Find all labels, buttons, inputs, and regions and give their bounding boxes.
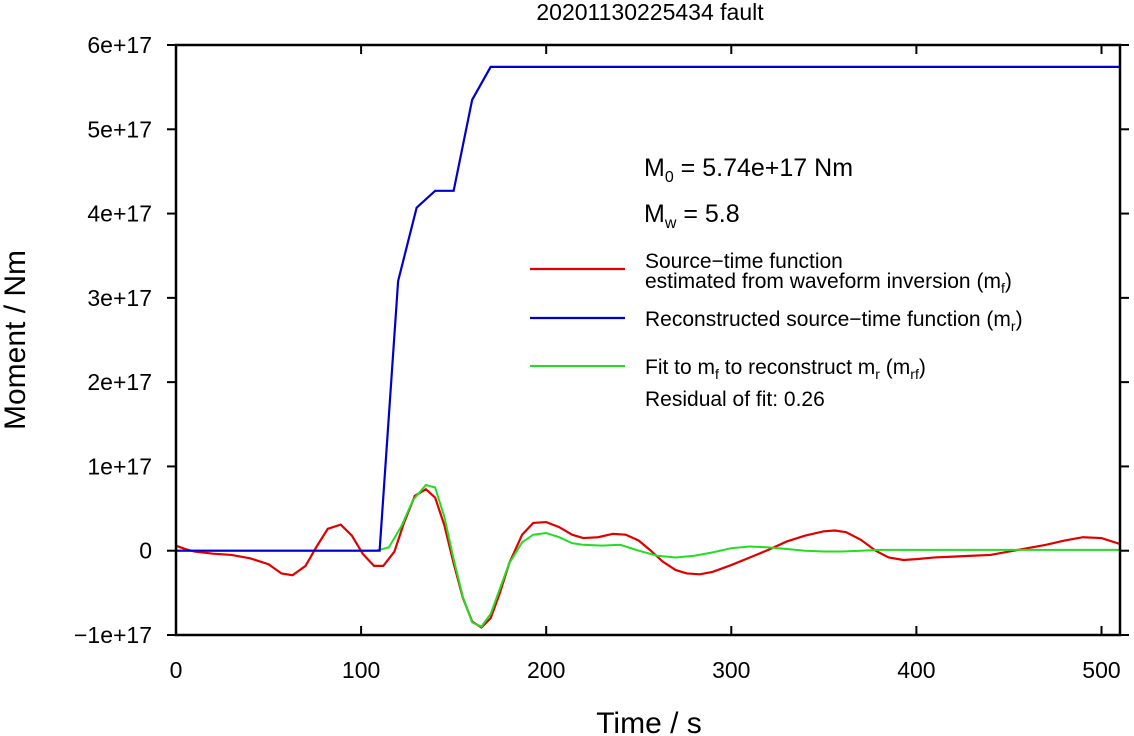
legend-label-source-time-line1: Source−time function bbox=[645, 250, 843, 273]
residual-annotation: Residual of fit: 0.26 bbox=[645, 388, 825, 411]
annotations: M0 = 5.74e+17 Nm Mw = 5.8 bbox=[644, 154, 853, 232]
plot-series bbox=[176, 65, 1120, 629]
y-tick-label: 1e+17 bbox=[87, 453, 152, 479]
x-tick-label: 100 bbox=[342, 657, 380, 683]
legend-label-reconstructed: Reconstructed source−time function (mr) bbox=[645, 308, 1023, 334]
m0-annotation: M0 = 5.74e+17 Nm bbox=[644, 154, 853, 186]
y-tick-label: 0 bbox=[139, 538, 152, 564]
y-tick-label: 4e+17 bbox=[87, 201, 152, 227]
x-axis-ticks: 0 100 200 300 400 500 bbox=[170, 45, 1121, 683]
x-tick-label: 300 bbox=[712, 657, 750, 683]
chart-title: 20201130225434 fault bbox=[536, 0, 764, 25]
source-time-function-line bbox=[176, 487, 1120, 629]
legend-label-fit: Fit to mf to reconstruct mr (mrf) bbox=[645, 356, 926, 382]
y-tick-label: 5e+17 bbox=[87, 116, 152, 142]
mw-annotation: Mw = 5.8 bbox=[644, 200, 740, 232]
fit-line bbox=[176, 483, 1120, 628]
legend-label-source-time-line2: estimated from waveform inversion (mf) bbox=[645, 270, 1012, 296]
y-tick-label: 3e+17 bbox=[87, 285, 152, 311]
y-axis-ticks: −1e+17 0 1e+17 2e+17 3e+17 4e+17 5e+17 6e+17 bbox=[74, 32, 1129, 648]
x-tick-label: 0 bbox=[170, 657, 183, 683]
legend: Source−time function estimated from wave… bbox=[530, 250, 1023, 411]
reconstructed-line bbox=[176, 65, 1120, 552]
x-tick-label: 400 bbox=[897, 657, 935, 683]
y-tick-label: 6e+17 bbox=[87, 32, 152, 58]
x-axis-title: Time / s bbox=[596, 707, 702, 736]
y-axis-title: Moment / Nm bbox=[0, 250, 32, 430]
y-tick-label: −1e+17 bbox=[74, 622, 152, 648]
x-tick-label: 500 bbox=[1082, 657, 1120, 683]
y-tick-label: 2e+17 bbox=[87, 369, 152, 395]
x-tick-label: 200 bbox=[527, 657, 565, 683]
plot-frame bbox=[174, 43, 1122, 637]
